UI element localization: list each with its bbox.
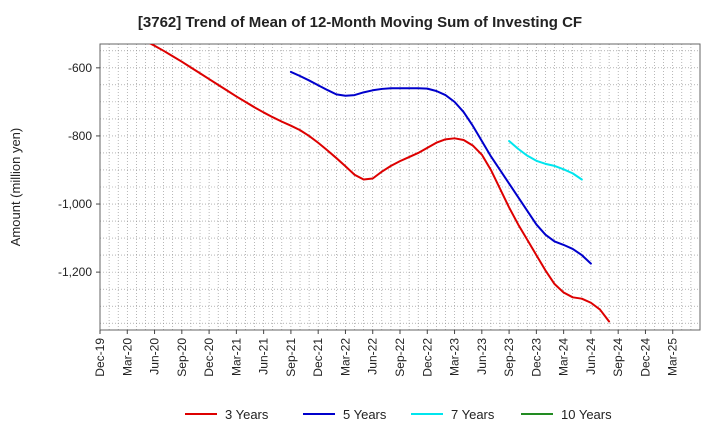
legend-label: 10 Years [561,407,612,422]
x-tick-label: Sep-20 [175,338,189,377]
x-tick-label: Mar-24 [557,338,571,376]
x-tick-label: Sep-23 [502,338,516,377]
x-tick-label: Mar-23 [448,338,462,376]
x-tick-label: Jun-23 [475,338,489,375]
x-tick-label: Mar-25 [666,338,680,376]
series-layer [149,44,611,323]
series-line-3-years [149,44,611,323]
x-tick-label: Dec-19 [93,338,107,377]
y-axis-label: Amount (million yen) [8,128,23,247]
legend-label: 7 Years [451,407,495,422]
y-tick-label: -800 [68,129,92,143]
y-tick-label: -600 [68,61,92,75]
x-tick-label: Dec-23 [529,338,543,377]
y-tick-label: -1,000 [58,197,92,211]
x-tick-label: Dec-24 [638,338,652,377]
series-line-5-years [289,70,592,265]
x-tick-label: Mar-21 [229,338,243,376]
series-line-7-years [508,140,583,181]
x-tick-label: Sep-21 [284,338,298,377]
x-tick-label: Sep-22 [393,338,407,377]
grid [100,44,700,330]
x-tick-label: Jun-24 [584,338,598,375]
x-tick-label: Dec-20 [202,338,216,377]
x-axis-ticks: Dec-19 Mar-20 Jun-20 Sep-20 Dec-20 Mar-21 Jun-… [93,330,680,377]
legend: 3 Years 5 Years 7 Years 10 Years [185,407,612,422]
x-tick-label: Jun-22 [366,338,380,375]
x-tick-label: Mar-22 [338,338,352,376]
y-axis-ticks: -600 -800 -1,000 -1,200 [58,61,100,279]
chart-title: [3762] Trend of Mean of 12-Month Moving … [137,14,583,31]
legend-label: 5 Years [343,407,387,422]
y-tick-label: -1,200 [58,265,92,279]
x-tick-label: Mar-20 [120,338,134,376]
x-tick-label: Dec-21 [311,338,325,377]
legend-label: 3 Years [225,407,269,422]
x-tick-label: Jun-20 [148,338,162,375]
x-tick-label: Dec-22 [420,338,434,377]
x-tick-label: Sep-24 [611,338,625,377]
x-tick-label: Jun-21 [257,338,271,375]
